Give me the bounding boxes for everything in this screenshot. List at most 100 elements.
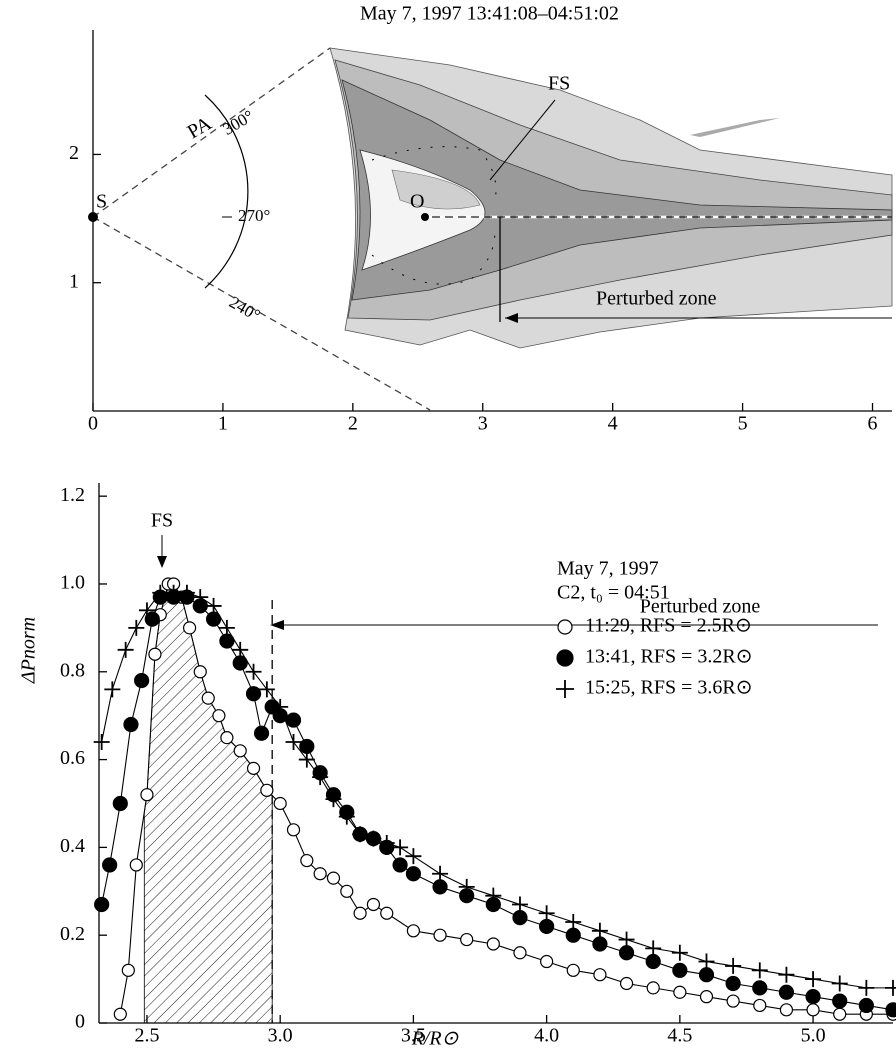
plus-marker [117, 641, 134, 658]
plus-marker [565, 914, 582, 931]
x-tick-label: 2 [348, 413, 358, 435]
pa-tick-label: 240° [226, 292, 263, 325]
circle-marker [299, 738, 315, 755]
plus-marker [618, 931, 635, 948]
x-tick-label: 4.5 [667, 1025, 692, 1047]
circle-marker [858, 997, 874, 1014]
circle-marker [805, 989, 821, 1005]
circle-marker [366, 897, 381, 912]
circle-marker [433, 928, 447, 942]
circle-marker [406, 924, 421, 938]
pa-label: PA [184, 112, 216, 143]
circle-marker [753, 998, 767, 1013]
y-tick-label: 0 [75, 1011, 85, 1033]
origin-label: O [410, 191, 424, 213]
plus-marker [312, 769, 329, 786]
circle-marker [513, 946, 527, 960]
circle-marker [144, 611, 160, 627]
plus-marker [138, 602, 155, 619]
plus-marker [338, 808, 355, 825]
plus-marker [93, 734, 110, 751]
circle-marker [565, 927, 581, 943]
y-tick-label: 1.0 [60, 572, 85, 594]
plus-marker [298, 751, 315, 768]
x-tick-label: 1 [218, 413, 228, 435]
circle-marker [619, 976, 634, 991]
plus-marker [405, 848, 422, 865]
x-tick-label: 4 [608, 413, 618, 435]
fs-label: FS [151, 510, 173, 532]
y-tick-label: 1 [69, 270, 79, 292]
contour-image [88, 47, 893, 411]
x-tick-label: 5.0 [801, 1025, 826, 1047]
x-tick-label: 2.5 [134, 1025, 159, 1047]
plus-marker [671, 944, 688, 961]
legend-label: 15:25, RFS = 3.6R⊙ [585, 677, 753, 699]
circle-marker [182, 621, 197, 635]
plus-marker [432, 865, 449, 882]
circle-marker [566, 963, 580, 977]
circle-marker [140, 788, 154, 802]
plus-marker [725, 957, 742, 974]
plus-marker [591, 922, 608, 939]
circle-marker [673, 985, 687, 999]
plus-marker [272, 698, 289, 715]
circle-marker [148, 647, 162, 661]
zone-label: Perturbed zone [640, 596, 761, 618]
plus-marker [698, 953, 715, 970]
legend-title: May 7, 1997 [557, 558, 659, 580]
circle-marker [285, 712, 302, 728]
circle-marker [313, 867, 327, 881]
circle-marker [618, 945, 635, 961]
circle-marker [233, 744, 247, 758]
y-tick-label: 0.2 [60, 923, 85, 945]
y-tick-label: 2 [69, 142, 79, 164]
circle-marker [646, 981, 660, 995]
circle-marker [260, 783, 274, 797]
plus-marker [232, 641, 249, 658]
x-tick-label: 3 [478, 413, 488, 435]
plus-marker [128, 619, 145, 636]
top-title: May 7, 1997 13:41:08–04:51:02 [360, 3, 619, 25]
plus-marker [885, 979, 896, 996]
circle-marker [134, 672, 150, 689]
plus-marker [205, 597, 222, 614]
circle-marker [94, 896, 110, 913]
plus-marker [538, 905, 555, 922]
plus-marker [365, 830, 382, 847]
circle-marker [779, 1003, 794, 1017]
legend-label: 11:29, RFS = 2.5R⊙ [585, 615, 752, 637]
circle-marker [121, 963, 135, 977]
circle-marker [201, 691, 215, 705]
circle-marker [672, 962, 688, 978]
y-axis-label: ΔPnorm [18, 617, 40, 684]
plus-marker [831, 975, 848, 992]
x-axis-label: R/R⊙ [411, 1028, 459, 1050]
plus-marker [352, 826, 369, 843]
plus-marker [325, 791, 342, 808]
plus-marker [485, 887, 502, 904]
front-label: FS [548, 73, 570, 95]
circle-marker [392, 857, 408, 873]
plus-marker [192, 589, 209, 606]
fs-arrowhead [157, 556, 167, 568]
x-tick-label: 5 [738, 413, 748, 435]
plus-marker [178, 584, 195, 601]
plus-marker [645, 940, 662, 957]
circle-marker [102, 857, 118, 873]
plus-marker [751, 962, 768, 979]
plus-marker [392, 839, 409, 856]
circle-marker [725, 975, 741, 992]
y-tick-label: 0.6 [60, 747, 85, 769]
circle-marker [833, 1007, 847, 1021]
circle-marker [752, 980, 768, 996]
circle-marker [593, 968, 607, 982]
zone-label: Perturbed zone [596, 288, 717, 310]
circle-marker [286, 823, 301, 837]
plus-marker [458, 878, 475, 895]
circle-marker [193, 665, 207, 679]
plus-marker [245, 663, 262, 680]
circle-marker [405, 866, 422, 882]
